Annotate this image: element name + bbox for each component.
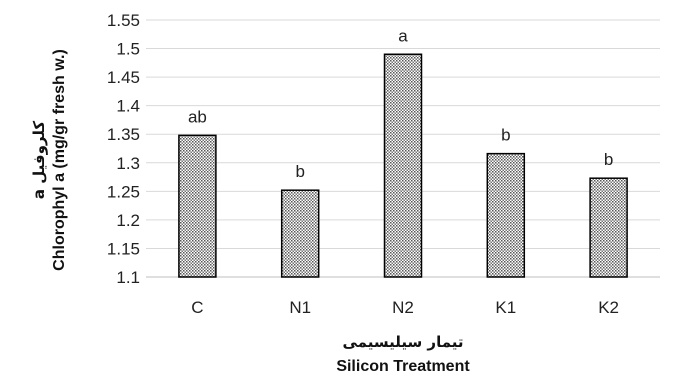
bars bbox=[178, 53, 628, 278]
y-tick-label: 1.5 bbox=[116, 40, 140, 59]
y-tick-label: 1.2 bbox=[116, 211, 140, 230]
x-tick-label: N1 bbox=[289, 298, 311, 317]
y-tick-label: 1.15 bbox=[107, 239, 140, 258]
bar-n1 bbox=[280, 189, 320, 278]
y-axis-title: Chlorophyl a (mg/gr fresh w.) bbox=[51, 49, 68, 271]
data-label: b bbox=[604, 150, 613, 169]
bar-c bbox=[178, 134, 217, 278]
y-axis-title-fa: کلروفیل a bbox=[30, 121, 48, 199]
data-label: ab bbox=[188, 107, 207, 126]
x-axis-title: Silicon Treatment bbox=[336, 358, 470, 375]
y-tick-label: 1.1 bbox=[116, 268, 140, 287]
data-label: b bbox=[501, 126, 510, 145]
y-tick-label: 1.3 bbox=[116, 154, 140, 173]
x-tick-label: C bbox=[191, 298, 203, 317]
data-label: a bbox=[398, 26, 408, 45]
data-label: b bbox=[295, 162, 304, 181]
y-axis-ticks: 1.1 1.15 1.2 1.25 1.3 1.35 1.4 1.45 1.5 1.55 bbox=[107, 11, 140, 287]
y-tick-label: 1.45 bbox=[107, 68, 140, 87]
x-tick-label: K2 bbox=[598, 298, 619, 317]
y-tick-label: 1.4 bbox=[116, 97, 140, 116]
bar-n2 bbox=[383, 53, 423, 278]
x-axis-title-fa: تیمار سیلیسیمی bbox=[342, 333, 463, 351]
y-tick-label: 1.35 bbox=[107, 125, 140, 144]
x-tick-label: N2 bbox=[392, 298, 414, 317]
bar-k2 bbox=[589, 177, 628, 278]
bar-k1 bbox=[486, 152, 526, 278]
y-tick-label: 1.55 bbox=[107, 11, 140, 30]
y-tick-label: 1.25 bbox=[107, 182, 140, 201]
x-axis-ticks: C N1 N2 K1 K2 bbox=[191, 298, 619, 317]
x-tick-label: K1 bbox=[495, 298, 516, 317]
